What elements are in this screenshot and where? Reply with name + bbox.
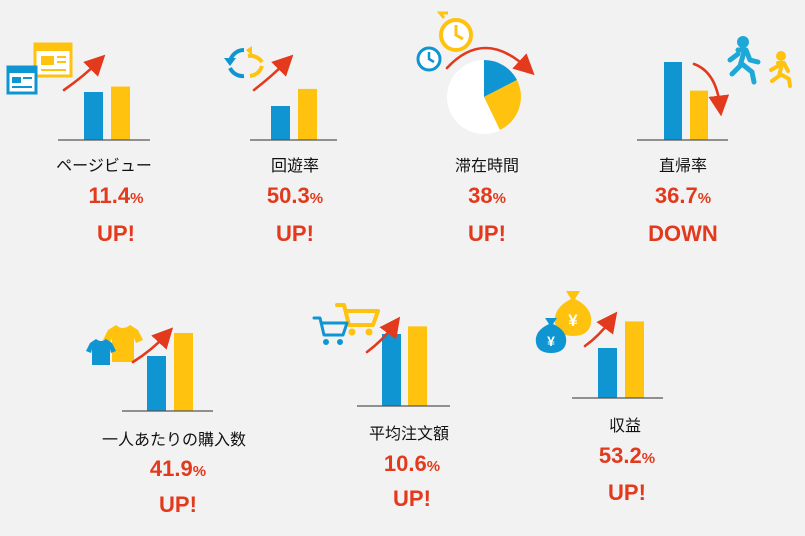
- metric-label-dwell-time: 滞在時間: [454, 156, 519, 175]
- trend-arrow: [252, 54, 294, 92]
- trend-arrow: [583, 311, 618, 348]
- bar-after: [298, 88, 317, 140]
- yen-symbol-large: ¥: [568, 311, 578, 330]
- bar-after: [690, 90, 708, 140]
- bar-after: [174, 332, 193, 411]
- value-unit: %: [492, 190, 506, 207]
- value-number: 11.4: [88, 183, 131, 208]
- metric-value-revenue: 53.2%: [537, 443, 717, 469]
- value-unit: %: [641, 450, 656, 467]
- browser-windows-icon: [6, 42, 73, 95]
- trend-arrow: [445, 46, 535, 76]
- metric-value-bounce-rate: 36.7%: [593, 183, 773, 209]
- metric-status-circulation: UP!: [276, 221, 314, 246]
- metric-value-purchases-per-person: 41.9%: [88, 456, 268, 482]
- bar-before: [271, 106, 290, 140]
- metric-value-pageviews: 11.4%: [26, 183, 206, 209]
- value-unit: %: [309, 190, 324, 207]
- value-number: 41.9: [149, 456, 193, 481]
- yen-symbol-small: ¥: [547, 333, 555, 349]
- value-number: 53.2: [598, 443, 642, 468]
- metric-value-circulation: 50.3%: [205, 183, 385, 209]
- trend-arrow: [62, 54, 106, 92]
- bar-before: [147, 356, 166, 411]
- value-number: 36.7: [654, 183, 698, 208]
- metric-label-purchases-per-person: 一人あたりの購入数: [101, 430, 246, 449]
- bar-before: [598, 348, 617, 398]
- value-unit: %: [697, 190, 712, 207]
- metric-status-pageviews: UP!: [97, 221, 135, 246]
- shirts-icon: [86, 325, 143, 365]
- metric-label-bounce-rate: 直帰率: [658, 156, 707, 175]
- metric-status-dwell-time: UP!: [468, 221, 506, 246]
- trend-arrow: [131, 327, 174, 364]
- value-number: 10.6: [383, 451, 427, 476]
- clock-pie-icon: [416, 11, 521, 134]
- money-bag-icon: ¥ ¥: [535, 291, 592, 353]
- value-number: 38: [468, 183, 493, 208]
- bar-after: [111, 86, 130, 140]
- metric-value-avg-order-value: 10.6%: [322, 451, 502, 477]
- bar-before: [84, 92, 103, 140]
- bar-before: [664, 62, 682, 140]
- metric-status-revenue: UP!: [608, 480, 646, 505]
- value-number: 50.3: [266, 183, 310, 208]
- trend-arrow: [365, 316, 401, 354]
- circular-arrows-icon: [224, 46, 264, 79]
- metric-status-avg-order-value: UP!: [393, 486, 431, 511]
- shopping-cart-icon: [312, 303, 380, 345]
- metric-label-circulation: 回遊率: [270, 156, 319, 175]
- value-unit: %: [192, 463, 207, 480]
- metric-status-purchases-per-person: UP!: [159, 492, 197, 517]
- trend-arrow: [692, 62, 730, 117]
- bar-before: [382, 334, 401, 406]
- metric-label-pageviews: ページビュー: [56, 156, 152, 175]
- metric-label-revenue: 収益: [608, 416, 641, 435]
- metric-status-bounce-rate: DOWN: [648, 221, 718, 246]
- metric-label-avg-order-value: 平均注文額: [368, 424, 449, 443]
- running-person-icon: [727, 36, 792, 88]
- metric-value-dwell-time: 38%: [397, 183, 577, 209]
- bar-after: [625, 321, 644, 398]
- bar-after: [408, 326, 427, 406]
- value-unit: %: [426, 458, 441, 475]
- value-unit: %: [130, 190, 144, 207]
